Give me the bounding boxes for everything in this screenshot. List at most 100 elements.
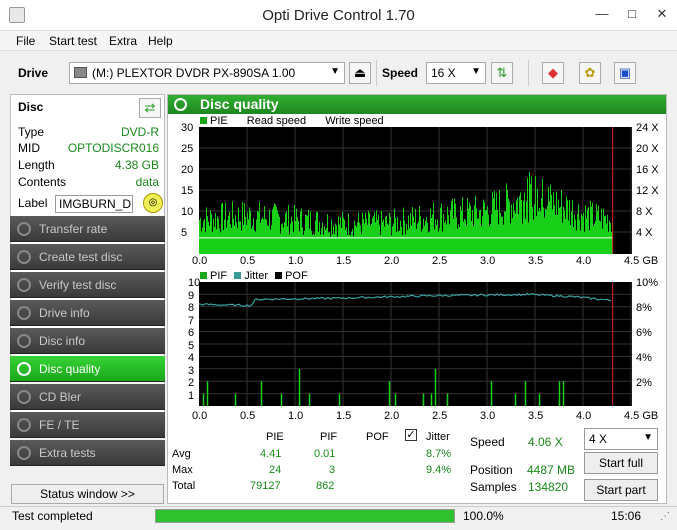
nav-disc-icon [17, 250, 31, 264]
start-part-button[interactable]: Start part [584, 479, 658, 501]
minimize-icon[interactable]: — [595, 6, 609, 21]
nav-disc-quality[interactable]: Disc quality [10, 356, 165, 382]
pie-chart-svg [199, 127, 632, 254]
nav-label: CD Bler [39, 390, 82, 404]
toolbar-divider [376, 60, 377, 86]
axis-tick: 8 [188, 302, 195, 314]
axis-tick: 2.5 [432, 410, 448, 422]
erase-icon[interactable]: ◆ [542, 62, 564, 84]
avg-pif: 0.01 [314, 448, 336, 460]
row-total-label: Total [172, 480, 196, 492]
nav-label: Verify test disc [39, 278, 117, 292]
test-speed-select[interactable]: 4 X ▼ [584, 428, 658, 450]
disc-label-field[interactable]: IMGBURN_DIS [55, 195, 133, 213]
axis-tick: 3 [188, 364, 195, 377]
axis-tick: 16 X [636, 164, 659, 176]
toolbar-divider [528, 60, 529, 86]
hdr-pie: PIE [266, 431, 284, 443]
panel-title: Disc quality [200, 96, 279, 112]
start-full-button[interactable]: Start full [584, 452, 658, 474]
axis-tick: 7 [188, 314, 195, 327]
refresh-speed-button[interactable]: ⇅ [491, 62, 513, 84]
axis-tick: 5 [181, 227, 188, 239]
nav-disc-icon [17, 362, 31, 376]
legend-pif: PIF [210, 270, 228, 282]
pif-chart [198, 282, 632, 406]
close-icon[interactable]: ✕ [656, 6, 668, 21]
save-icon[interactable]: ▣ [614, 62, 636, 84]
axis-tick: 2.0 [384, 410, 400, 422]
settings-icon[interactable]: ✿ [579, 62, 601, 84]
samples-value: 134820 [528, 480, 569, 494]
jitter-checkbox[interactable]: ✓ [405, 429, 417, 441]
nav-fe-te[interactable]: FE / TE [10, 412, 165, 438]
menu-help[interactable]: Help [148, 34, 173, 48]
axis-tick: 6 [188, 327, 195, 339]
type-value: DVD-R [121, 125, 159, 139]
test-speed-value: 4 X [589, 432, 608, 446]
max-jitter: 9.4% [426, 464, 452, 476]
axis-tick: 0.5 [240, 255, 256, 267]
hdr-jitter: Jitter [426, 431, 450, 443]
drive-label: Drive [18, 66, 49, 80]
max-pie: 24 [269, 464, 282, 476]
menu-file[interactable]: File [16, 34, 36, 48]
speed-select[interactable]: 16 X ▼ [426, 62, 486, 84]
nav-disc-icon [17, 278, 31, 292]
nav-extra-tests[interactable]: Extra tests [10, 440, 165, 466]
legend-swatch-pof [275, 272, 283, 279]
nav-drive-info[interactable]: Drive info [10, 300, 165, 326]
axis-tick: 6% [636, 327, 652, 339]
nav-disc-icon [17, 390, 31, 404]
pie-chart [199, 127, 632, 254]
menu-extra[interactable]: Extra [109, 34, 138, 48]
progress-fill [156, 510, 454, 522]
axis-tick: 8 X [636, 206, 653, 218]
legend-pof: POF [285, 270, 308, 282]
contents-label: Contents [18, 175, 67, 189]
row-avg-label: Avg [172, 448, 191, 460]
type-label: Type [18, 125, 45, 139]
chevron-down-icon: ▼ [643, 432, 653, 443]
nav-disc-info[interactable]: Disc info [10, 328, 165, 354]
axis-tick: 9 [188, 289, 195, 302]
axis-tick: 4.0 [576, 410, 592, 422]
label-label: Label [18, 196, 48, 210]
axis-tick: 2.5 [432, 255, 448, 267]
window-title: Opti Drive Control 1.70 [262, 7, 415, 24]
resize-grip-icon[interactable]: ⋰ [660, 511, 670, 522]
axis-tick: 3.5 [528, 410, 544, 422]
nav-create-test-disc[interactable]: Create test disc [10, 244, 165, 270]
axis-tick: 0.0 [192, 255, 208, 267]
axis-tick: 3.0 [480, 410, 496, 422]
nav-label: FE / TE [39, 418, 80, 432]
eject-button[interactable]: ⏏ [349, 62, 371, 84]
position-value: 4487 MB [527, 463, 576, 477]
nav-verify-test-disc[interactable]: Verify test disc [10, 272, 165, 298]
app-icon [9, 7, 25, 23]
status-window-button[interactable]: Status window >> [11, 484, 164, 504]
axis-tick: 30 [181, 122, 194, 134]
maximize-icon[interactable]: □ [628, 6, 636, 21]
disc-refresh-button[interactable]: ⇄ [139, 98, 161, 118]
disc-quality-icon [174, 98, 187, 111]
legend-jitter: Jitter [244, 270, 269, 282]
nav-disc-icon [17, 334, 31, 348]
length-label: Length [18, 158, 55, 172]
avg-jitter: 8.7% [426, 448, 452, 460]
hdr-pof: POF [366, 431, 389, 443]
nav-cd-bler[interactable]: CD Bler [10, 384, 165, 410]
nav-transfer-rate[interactable]: Transfer rate [10, 216, 165, 242]
drive-icon [74, 67, 87, 78]
nav-label: Drive info [39, 306, 90, 320]
title-bar: Opti Drive Control 1.70 — □ ✕ [0, 0, 677, 31]
menu-start-test[interactable]: Start test [49, 34, 98, 48]
disc-label-button[interactable]: ◎ [143, 193, 163, 213]
axis-tick: 24 X [636, 122, 659, 134]
pif-chart-svg [198, 282, 632, 406]
drive-select[interactable]: (M:) PLEXTOR DVDR PX-890SA 1.00 ▼ [69, 62, 345, 84]
disc-heading: Disc [18, 100, 44, 114]
legend-swatch-pif [200, 272, 207, 279]
status-text: Test completed [12, 509, 93, 523]
nav-label: Extra tests [39, 446, 96, 460]
